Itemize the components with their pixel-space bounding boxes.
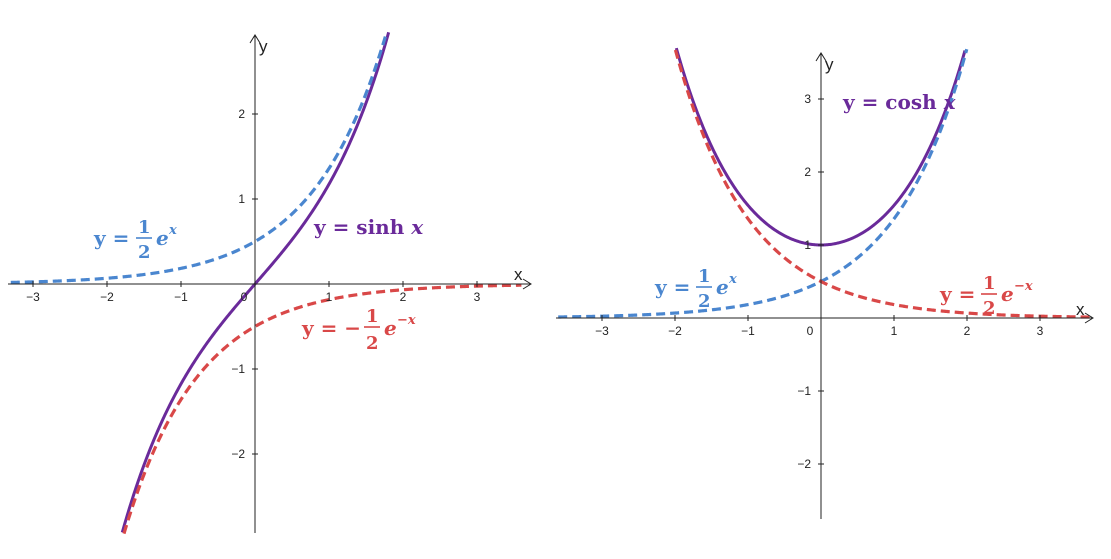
x-tick-label: 3 bbox=[1037, 324, 1044, 338]
x-tick-label: 0 bbox=[807, 324, 814, 338]
half-exp-label: y = 1 2 e x bbox=[654, 266, 737, 312]
y-tick-label: 1 bbox=[238, 192, 245, 206]
svg-text:1: 1 bbox=[366, 306, 379, 327]
y-tick-label: −2 bbox=[797, 457, 811, 471]
x-tick-label: 1 bbox=[326, 290, 333, 304]
x-tick-label: −1 bbox=[741, 324, 755, 338]
x-tick-label: 3 bbox=[474, 290, 481, 304]
svg-text:1: 1 bbox=[983, 273, 996, 294]
svg-text:e: e bbox=[716, 275, 729, 299]
svg-text:e: e bbox=[156, 226, 169, 250]
y-tick-label: 2 bbox=[238, 107, 245, 121]
svg-text:y =: y = bbox=[939, 282, 975, 306]
half-exp-neg-label: y = 1 2 e −x bbox=[939, 273, 1033, 319]
y-tick-label: 1 bbox=[804, 238, 811, 252]
svg-text:e: e bbox=[384, 316, 397, 340]
y-tick-label: 3 bbox=[804, 92, 811, 106]
y-tick-label: −1 bbox=[797, 384, 811, 398]
x-tick-label: −2 bbox=[100, 290, 114, 304]
x-tick-label: 1 bbox=[891, 324, 898, 338]
x-tick-label: −3 bbox=[26, 290, 40, 304]
half-exp-label: y = 1 2 e x bbox=[93, 217, 177, 263]
half-exp-curve bbox=[10, 33, 388, 285]
sinh-label: y = sinh x bbox=[313, 215, 424, 239]
x-tick-label: 2 bbox=[964, 324, 971, 338]
y-tick-label: 2 bbox=[804, 165, 811, 179]
half-exp-curve bbox=[558, 48, 969, 319]
x-tick-label: −1 bbox=[174, 290, 188, 304]
y-axis-label: y bbox=[259, 37, 268, 56]
svg-text:2: 2 bbox=[366, 333, 379, 354]
x-axis-arrow bbox=[522, 278, 532, 290]
x-tick-label: −3 bbox=[595, 324, 609, 338]
sinh-chart: x y −3 −2 −1 0 1 2 3 −2 −1 1 2 y = sinh x y = 1 2 … bbox=[8, 31, 532, 535]
svg-text:−x: −x bbox=[397, 313, 416, 328]
svg-text:y =: y = bbox=[654, 275, 690, 299]
y-tick-label: −1 bbox=[231, 362, 245, 376]
svg-text:2: 2 bbox=[138, 242, 151, 263]
x-tick-label: 0 bbox=[241, 290, 248, 304]
svg-text:2: 2 bbox=[983, 298, 996, 319]
y-axis-label: y bbox=[825, 55, 834, 74]
x-tick-label: 2 bbox=[400, 290, 407, 304]
svg-text:y =: y = bbox=[93, 226, 129, 250]
x-axis-label: x bbox=[514, 265, 523, 284]
cosh-chart: x y −3 −2 −1 0 1 2 3 −2 −1 1 2 3 y = cosh x y = 1 2… bbox=[556, 47, 1094, 519]
x-tick-label: −2 bbox=[668, 324, 682, 338]
y-axis-arrow bbox=[815, 52, 827, 62]
neg-half-exp-neg-curve bbox=[122, 283, 522, 535]
y-axis-arrow bbox=[249, 34, 261, 44]
y-tick-label: −2 bbox=[231, 447, 245, 461]
svg-text:−x: −x bbox=[1014, 279, 1033, 294]
neg-half-exp-neg-label: y = − 1 2 e −x bbox=[301, 306, 416, 354]
svg-text:2: 2 bbox=[698, 291, 711, 312]
svg-text:1: 1 bbox=[698, 266, 711, 287]
cosh-label: y = cosh x bbox=[842, 90, 957, 114]
svg-text:x: x bbox=[728, 272, 737, 287]
svg-text:x: x bbox=[168, 223, 177, 238]
x-axis-arrow bbox=[1084, 312, 1094, 324]
svg-text:e: e bbox=[1001, 282, 1014, 306]
svg-text:y = −: y = − bbox=[301, 316, 361, 340]
svg-text:1: 1 bbox=[138, 217, 151, 238]
x-axis-label: x bbox=[1076, 300, 1085, 319]
